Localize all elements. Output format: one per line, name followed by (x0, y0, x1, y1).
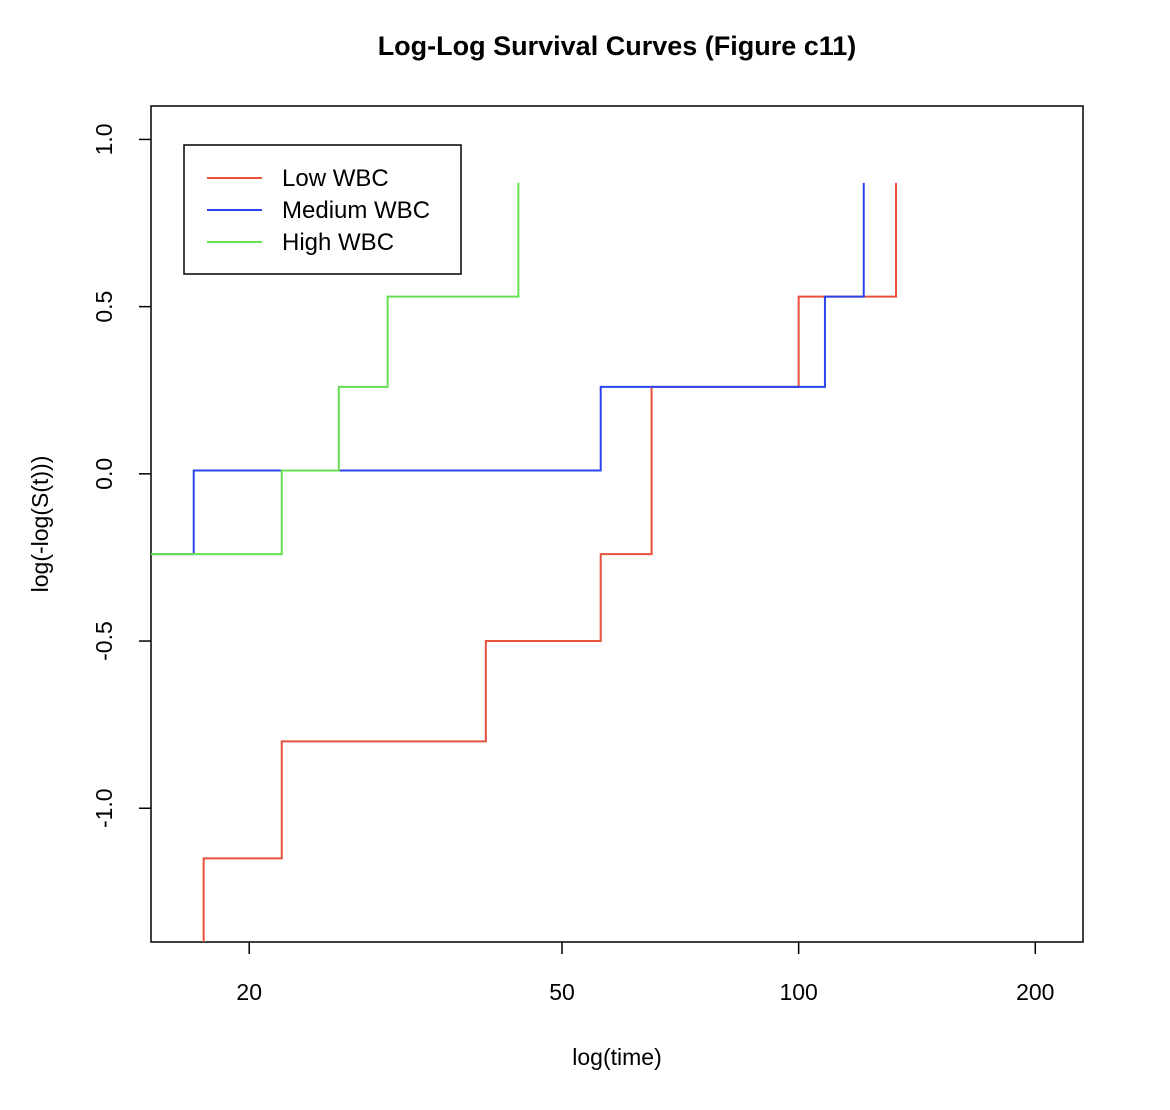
legend-label-medium-wbc: Medium WBC (282, 197, 430, 224)
chart-title: Log-Log Survival Curves (Figure c11) (378, 31, 857, 61)
x-tick-label: 20 (236, 979, 262, 1005)
x-tick-label: 200 (1016, 979, 1054, 1005)
series-line-high-wbc (151, 182, 520, 556)
legend: Low WBC Medium WBC High WBC (183, 144, 462, 275)
y-tick-label: -1.0 (91, 788, 117, 828)
x-axis-label: log(time) (572, 1044, 661, 1070)
x-tick-label: 50 (549, 979, 575, 1005)
y-tick-label: 0.0 (91, 458, 117, 490)
plot-frame (150, 105, 1084, 943)
series-line-low-wbc (202, 182, 898, 942)
x-tick-label: 100 (779, 979, 817, 1005)
legend-label-low-wbc: Low WBC (282, 165, 389, 192)
legend-label-high-wbc: High WBC (282, 229, 394, 256)
y-tick-label: 1.0 (91, 123, 117, 155)
y-axis-label: log(-log(S(t))) (27, 456, 53, 593)
series-layer (151, 182, 898, 942)
y-axis: -1.0 -0.5 0.0 0.5 1.0 (91, 123, 151, 828)
series-line-medium-wbc (151, 182, 865, 556)
y-tick-label: -0.5 (91, 621, 117, 661)
y-tick-label: 0.5 (91, 291, 117, 323)
x-axis: 20 50 100 200 (236, 942, 1054, 1005)
